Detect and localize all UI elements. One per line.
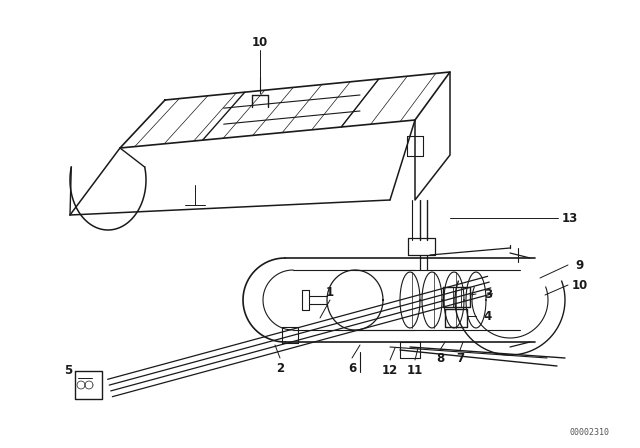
Text: 2: 2: [276, 362, 284, 375]
Text: 10: 10: [252, 35, 268, 48]
Text: 5: 5: [64, 363, 72, 376]
Text: 3: 3: [484, 288, 492, 301]
Text: 13: 13: [562, 211, 578, 224]
Text: 8: 8: [436, 352, 444, 365]
Text: 10: 10: [572, 279, 588, 292]
Text: 7: 7: [456, 352, 464, 365]
Text: 11: 11: [407, 363, 423, 376]
Text: 9: 9: [576, 258, 584, 271]
Text: 4: 4: [484, 310, 492, 323]
Text: 00002310: 00002310: [570, 427, 610, 436]
Text: 12: 12: [382, 363, 398, 376]
Text: 1: 1: [326, 285, 334, 298]
Text: 6: 6: [348, 362, 356, 375]
